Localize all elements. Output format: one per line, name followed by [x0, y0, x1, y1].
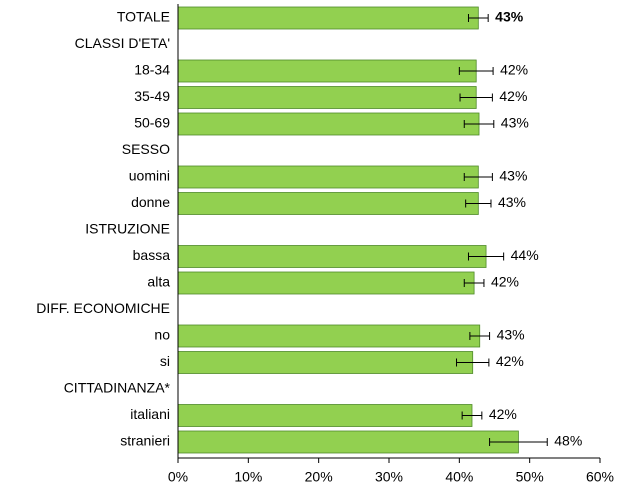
error-bar — [467, 14, 489, 22]
error-bar — [463, 279, 485, 287]
category-label: italiani — [130, 406, 170, 422]
category-label: uomini — [129, 168, 170, 184]
bar — [177, 245, 487, 268]
x-tick-label: 60% — [586, 469, 614, 485]
error-bar — [456, 358, 490, 367]
bar — [177, 430, 519, 454]
category-label: CLASSI D'ETA' — [75, 35, 170, 51]
value-label: 43% — [497, 327, 525, 343]
x-tick-label: 0% — [168, 469, 188, 485]
x-tick-label: 20% — [305, 469, 333, 485]
value-label: 42% — [489, 406, 517, 422]
bar — [177, 86, 477, 109]
category-label: alta — [147, 274, 170, 290]
x-tick-label: 40% — [445, 469, 473, 485]
value-label: 42% — [500, 62, 528, 78]
error-bar — [461, 411, 483, 420]
error-bar — [467, 252, 505, 261]
category-label: 50-69 — [134, 115, 170, 131]
bar — [177, 351, 474, 374]
error-bar — [463, 120, 495, 128]
category-label: SESSO — [122, 141, 170, 157]
category-label: 35-49 — [134, 88, 170, 104]
error-bar — [465, 199, 492, 208]
bar — [177, 59, 477, 83]
value-label: 48% — [554, 433, 582, 449]
error-bar — [463, 173, 493, 181]
category-label: DIFF. ECONOMICHE — [36, 300, 170, 316]
value-label: 42% — [496, 353, 524, 369]
value-label: 43% — [499, 168, 527, 184]
error-bar — [459, 93, 493, 102]
bar — [177, 404, 473, 427]
category-label: ISTRUZIONE — [85, 221, 170, 237]
value-label: 42% — [499, 88, 527, 104]
x-tick-label: 30% — [375, 469, 403, 485]
bar — [177, 271, 475, 295]
category-label: si — [160, 353, 170, 369]
value-label: 43% — [498, 194, 526, 210]
bar — [177, 112, 480, 136]
category-label: TOTALE — [117, 9, 170, 25]
x-tick-label: 10% — [234, 469, 262, 485]
category-label: 18-34 — [134, 62, 170, 78]
category-label: stranieri — [120, 433, 170, 449]
error-bar — [458, 67, 494, 75]
category-label: no — [154, 327, 170, 343]
value-label: 44% — [511, 247, 539, 263]
error-bar — [489, 438, 548, 446]
value-label: 43% — [495, 9, 524, 25]
category-label: donne — [131, 194, 170, 210]
bar — [177, 165, 479, 189]
bar — [177, 324, 481, 348]
x-tick-label: 50% — [516, 469, 544, 485]
category-label: bassa — [133, 247, 171, 263]
value-label: 42% — [491, 274, 519, 290]
value-label: 43% — [501, 115, 529, 131]
bar — [177, 192, 479, 215]
error-bar — [469, 332, 491, 340]
category-label: CITTADINANZA* — [64, 380, 171, 396]
bar — [177, 6, 479, 30]
